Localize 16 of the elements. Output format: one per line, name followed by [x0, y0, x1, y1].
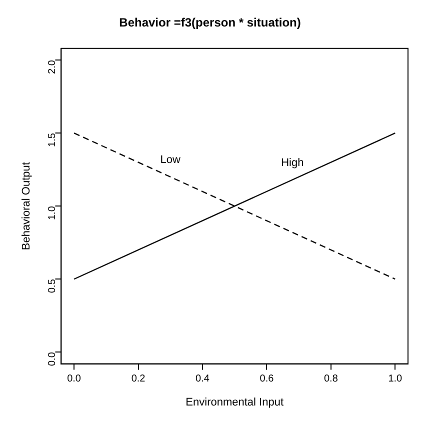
x-axis-title: Environmental Input: [186, 396, 284, 408]
x-tick-label: 0.4: [196, 374, 210, 385]
series-label: High: [281, 156, 304, 169]
y-tick-label: 2.0: [46, 60, 58, 74]
chart-title: Behavior =f3(person * situation): [119, 16, 301, 30]
series-label: Low: [160, 154, 181, 166]
x-tick-label: 1.0: [388, 374, 403, 385]
y-tick-label: 1.0: [46, 206, 58, 220]
x-tick-label: 0.6: [260, 374, 274, 385]
x-tick-label: 0.2: [131, 374, 146, 385]
x-tick-label: 0.0: [67, 374, 82, 385]
y-tick-label: 0.5: [46, 278, 58, 294]
y-tick-label: 1.5: [46, 132, 58, 147]
y-axis-title: Behavioral Output: [20, 162, 33, 250]
x-tick-label: 0.8: [324, 374, 338, 385]
y-tick-label: 0.0: [46, 352, 58, 366]
